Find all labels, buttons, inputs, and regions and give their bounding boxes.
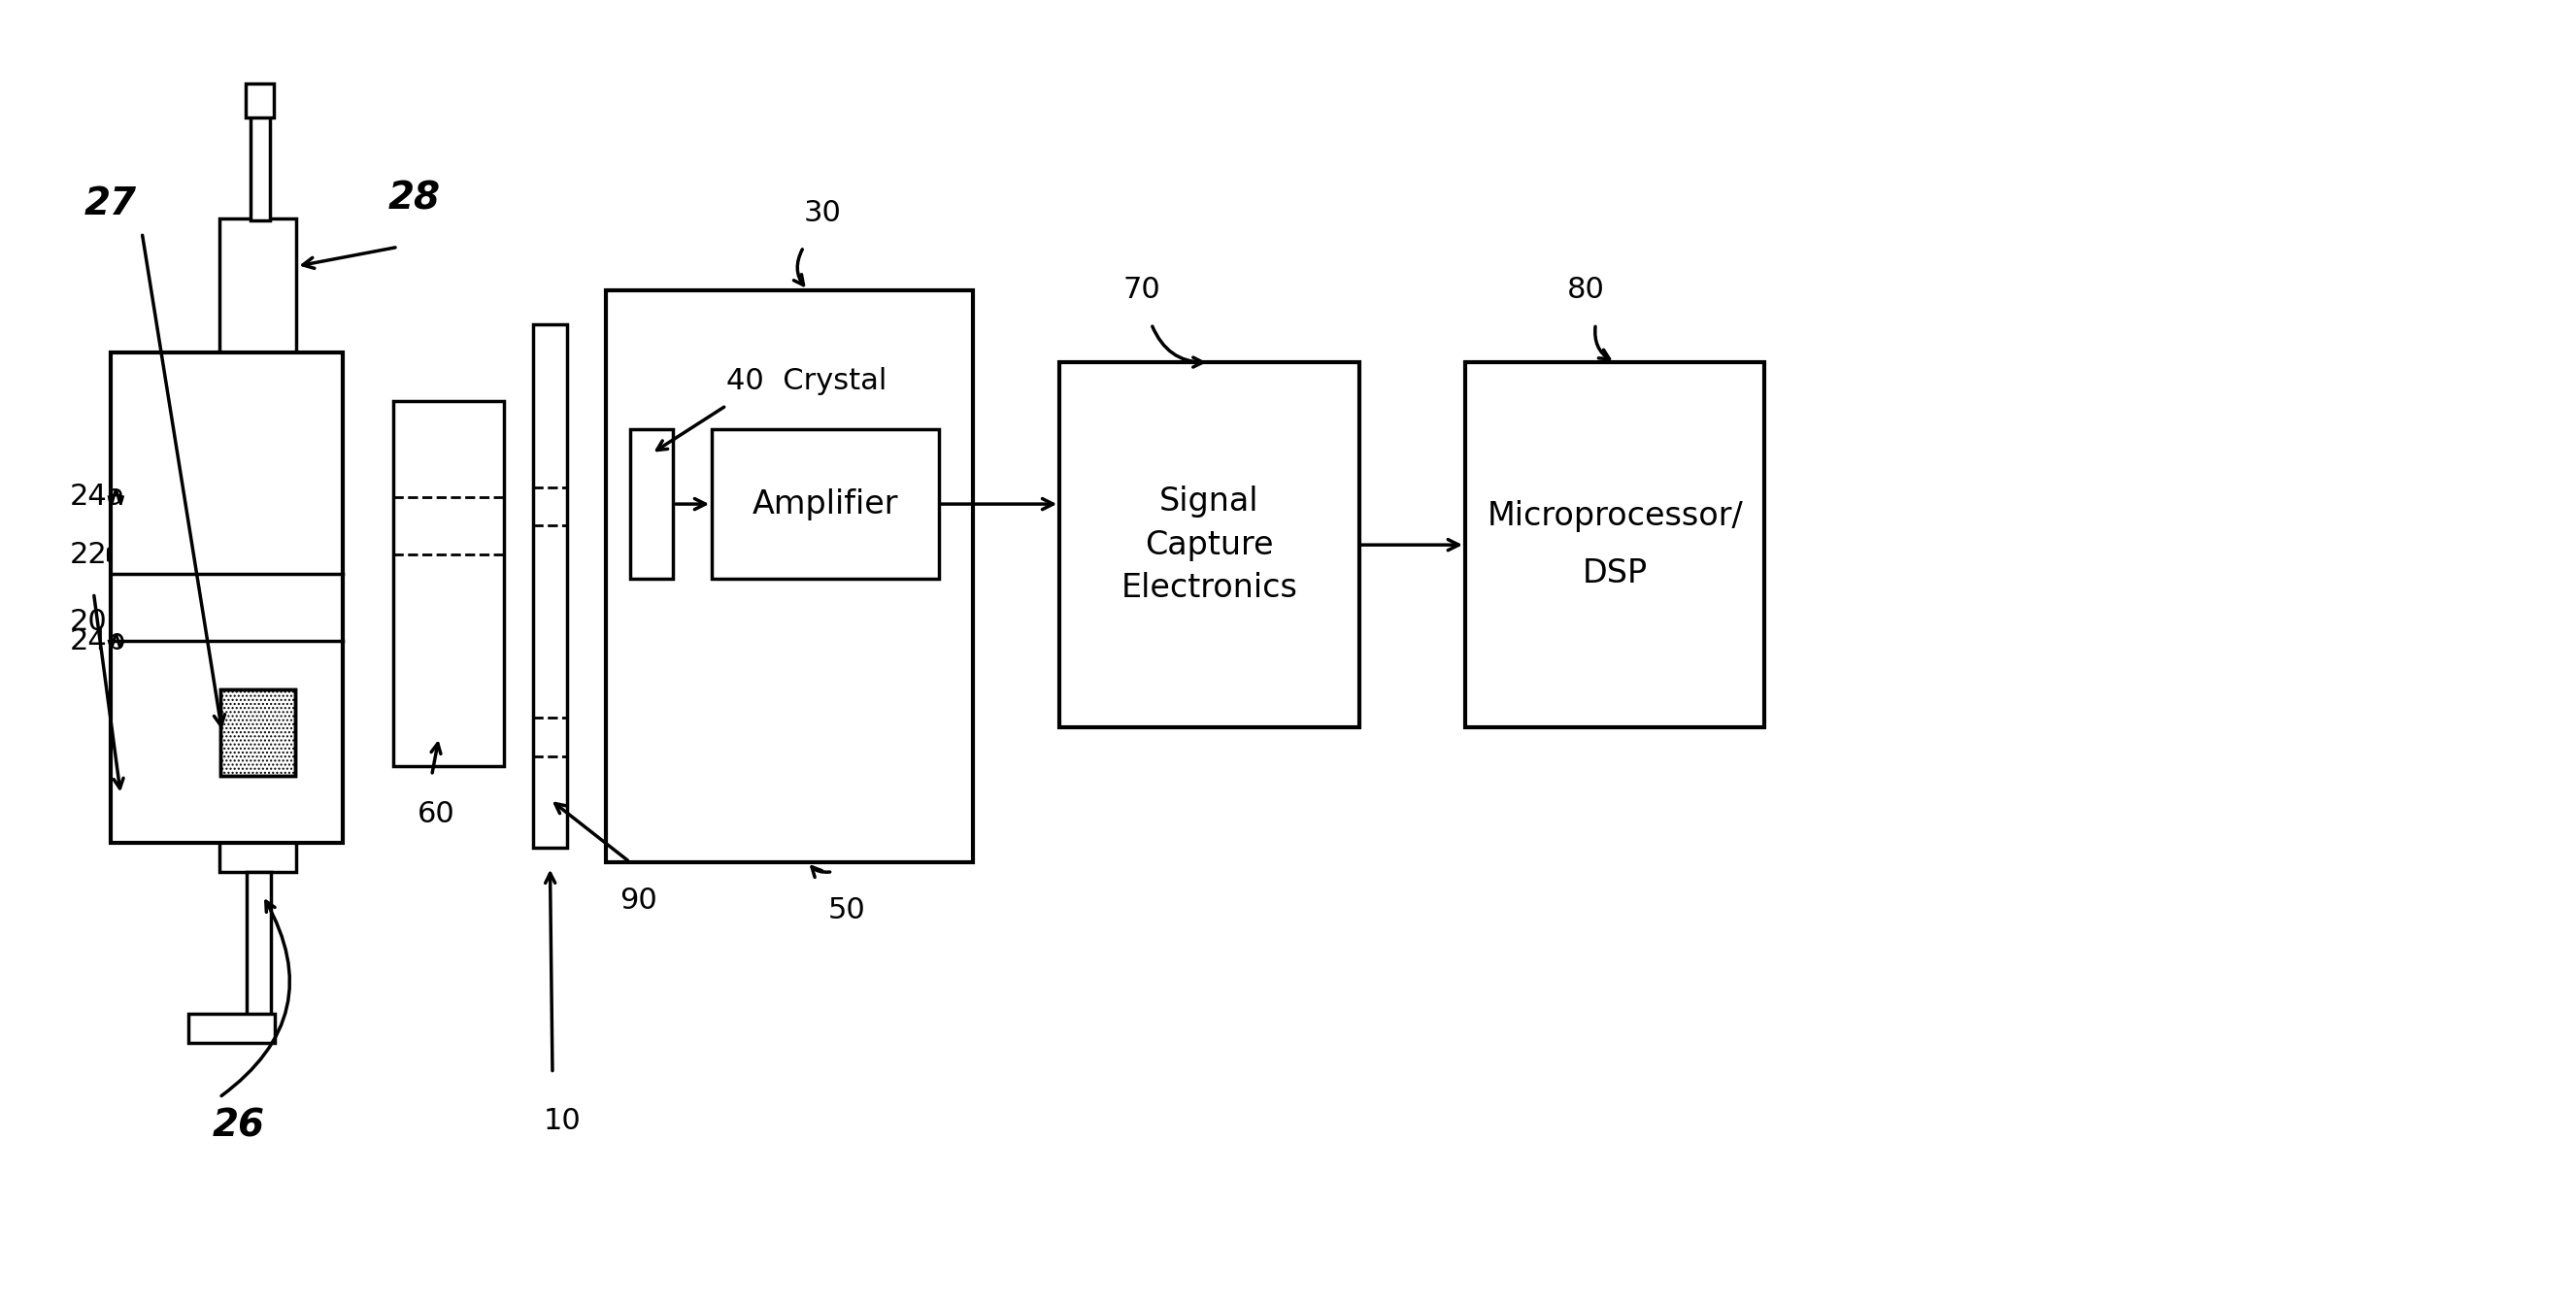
Text: Electronics: Electronics [1121, 572, 1298, 605]
Bar [245, 84, 273, 118]
Text: 60: 60 [417, 799, 456, 828]
Text: 24b: 24b [70, 627, 126, 656]
Text: 27: 27 [85, 185, 137, 222]
Text: Microprocessor/: Microprocessor/ [1486, 500, 1744, 532]
Bar [188, 1013, 276, 1042]
Bar [711, 430, 938, 579]
Text: 80: 80 [1566, 276, 1605, 304]
Text: 28: 28 [389, 180, 440, 217]
Bar [1466, 362, 1765, 727]
Bar [219, 218, 296, 871]
Text: 22: 22 [70, 541, 108, 568]
Text: 30: 30 [804, 200, 842, 227]
Bar [605, 290, 974, 862]
Text: Amplifier: Amplifier [752, 488, 899, 520]
Bar [250, 112, 270, 221]
Text: 50: 50 [829, 896, 866, 925]
Text: 70: 70 [1123, 276, 1159, 304]
Bar [629, 430, 672, 579]
Text: 90: 90 [621, 887, 657, 914]
Bar [1059, 362, 1360, 727]
Bar [533, 324, 567, 848]
Bar [219, 690, 296, 776]
Bar [111, 353, 343, 842]
Text: 26: 26 [211, 1107, 265, 1145]
Text: 20: 20 [70, 607, 108, 636]
Bar [394, 401, 505, 765]
Text: 40  Crystal: 40 Crystal [726, 367, 886, 396]
Text: Signal: Signal [1159, 486, 1260, 517]
Text: DSP: DSP [1582, 558, 1649, 590]
Text: 10: 10 [544, 1107, 582, 1135]
Bar [247, 871, 270, 1016]
Bar [219, 690, 296, 776]
Text: Capture: Capture [1144, 529, 1273, 560]
Text: 24a: 24a [70, 483, 126, 511]
